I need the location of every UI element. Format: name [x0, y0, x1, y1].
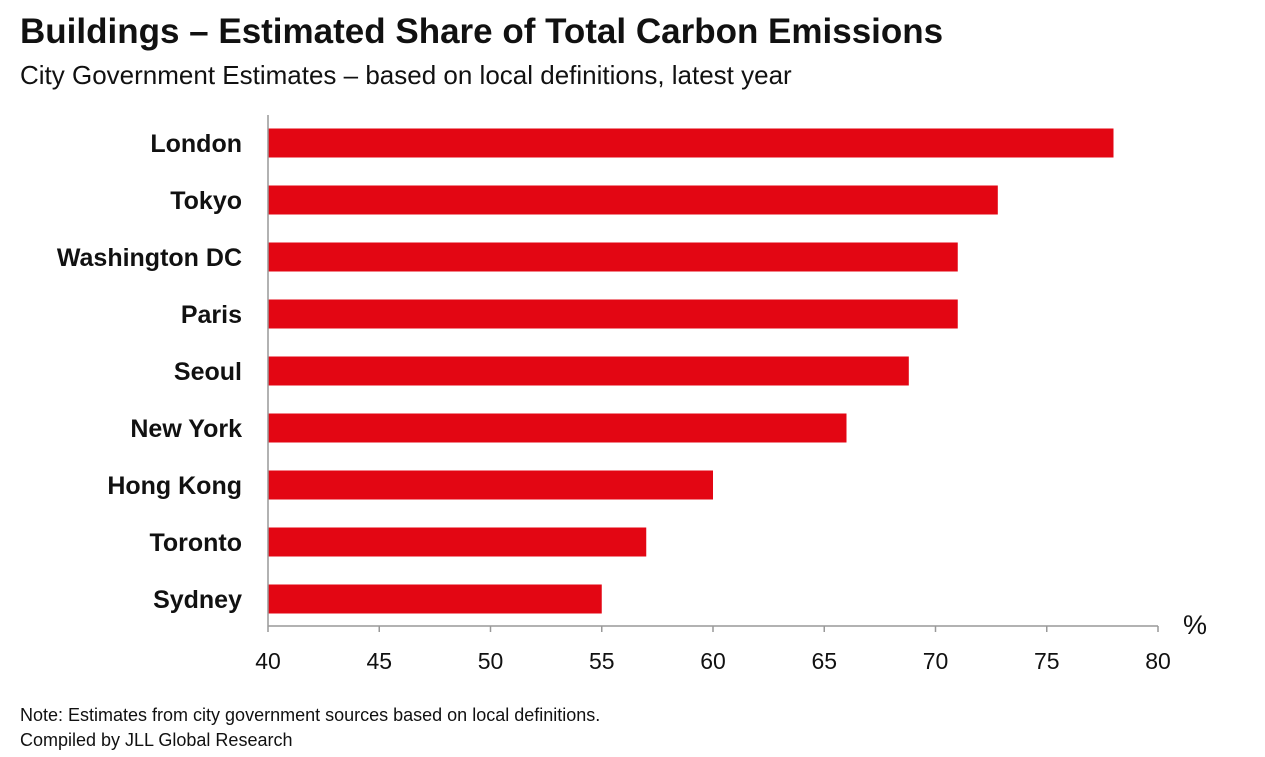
x-tick-label: 70 [923, 648, 949, 674]
x-tick-label: 50 [478, 648, 504, 674]
category-label-london: London [150, 130, 242, 158]
x-tick-label: 80 [1145, 648, 1171, 674]
bar-toronto [268, 527, 647, 557]
category-label-hong-kong: Hong Kong [107, 472, 242, 500]
x-axis: 40 45 50 55 60 65 70 75 80% [255, 115, 1207, 674]
category-labels: London Tokyo Washington DC Paris Seoul New Yo… [57, 130, 242, 614]
bar-hong-kong [268, 470, 713, 500]
footnote: Note: Estimates from city government sou… [20, 705, 601, 725]
bar-new-york [268, 413, 847, 443]
category-label-new-york: New York [130, 415, 242, 443]
category-label-toronto: Toronto [149, 529, 242, 557]
bar-sydney [268, 584, 602, 614]
category-label-tokyo: Tokyo [170, 187, 242, 215]
bar-seoul [268, 356, 909, 386]
bar-london [268, 128, 1114, 158]
x-tick-label: 55 [589, 648, 615, 674]
bar-tokyo [268, 185, 998, 215]
bar-washington-dc [268, 242, 958, 272]
chart-title: Buildings – Estimated Share of Total Car… [20, 12, 944, 51]
bar-chart: London Tokyo Washington DC Paris Seoul New Yo… [57, 115, 1207, 674]
category-label-washington-dc: Washington DC [57, 244, 242, 272]
x-tick-label: 40 [255, 648, 281, 674]
x-axis-unit-label: % [1183, 610, 1207, 640]
x-tick-label: 45 [366, 648, 392, 674]
source-credit: Compiled by JLL Global Research [20, 730, 293, 750]
x-tick-label: 65 [811, 648, 837, 674]
x-tick-label: 60 [700, 648, 726, 674]
category-label-paris: Paris [181, 301, 242, 329]
category-label-seoul: Seoul [174, 358, 242, 386]
x-tick-label: 75 [1034, 648, 1060, 674]
bar-paris [268, 299, 958, 329]
chart-subtitle: City Government Estimates – based on loc… [20, 60, 792, 90]
bars-layer [268, 128, 1114, 614]
category-label-sydney: Sydney [153, 586, 242, 614]
